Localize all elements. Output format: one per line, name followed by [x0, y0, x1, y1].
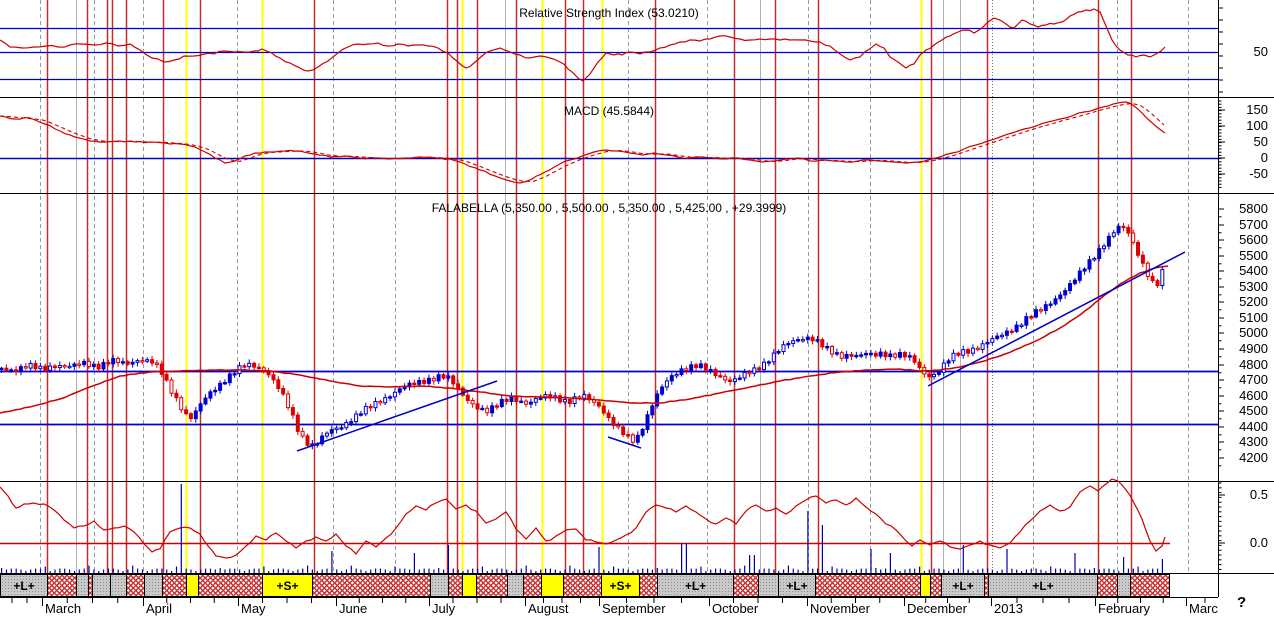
price-axis-label: 4200: [1239, 450, 1268, 465]
price-axis-label: 4300: [1239, 434, 1268, 449]
long-signal-segment: +L+: [778, 574, 816, 597]
month-label: June: [339, 601, 368, 616]
help-cursor-icon[interactable]: ?: [1237, 594, 1247, 611]
rsi-line: [0, 8, 1166, 82]
signal-label: +S+: [609, 578, 632, 593]
signal-segment: [92, 574, 111, 597]
price-axis-label: 5500: [1239, 248, 1268, 263]
moving-average-line: [0, 265, 1169, 414]
long-signal-segment: +L+: [657, 574, 734, 597]
price-axis-label: 5300: [1239, 279, 1268, 294]
signal-segment: [1117, 574, 1131, 597]
long-signal-segment: +L+: [988, 574, 1098, 597]
price-axis-label: 4600: [1239, 388, 1268, 403]
oscillator-axis-label: 0.5: [1249, 487, 1268, 502]
signal-segment: [144, 574, 163, 597]
month-label: August: [528, 601, 569, 616]
signal-segment: [126, 574, 145, 597]
price-axis-label: 5100: [1239, 310, 1268, 325]
macd-axis-label: -50: [1249, 166, 1268, 181]
volume-bars: [1, 484, 1163, 574]
price-axis-label: 4500: [1239, 403, 1268, 418]
signal-segment: [47, 574, 77, 597]
signal-label: +L+: [952, 578, 974, 593]
price-axis-label: 5800: [1239, 201, 1268, 216]
month-label: December: [907, 601, 967, 616]
signal-label: +L+: [684, 578, 707, 593]
signal-segment: [733, 574, 759, 597]
oscillator-axis-label: 0.0: [1249, 535, 1268, 550]
signal-segment: [448, 574, 463, 597]
month-label: November: [810, 601, 870, 616]
macd-axis-label: 150: [1246, 102, 1268, 117]
signal-segment: [110, 574, 127, 597]
signal-segment: [563, 574, 602, 597]
macd-lines: [0, 101, 1166, 184]
price-axis-label: 4900: [1239, 341, 1268, 356]
month-label: September: [602, 601, 666, 616]
price-axis-label: 5700: [1239, 217, 1268, 232]
short-signal-segment: +S+: [262, 574, 313, 597]
long-signal-segment: +L+: [0, 574, 48, 597]
signal-label: +L+: [1032, 578, 1054, 593]
vertical-gridlines: [40, 0, 1189, 573]
oscillator-line: [0, 478, 1166, 559]
signal-segment: [541, 574, 564, 597]
signal-segment: [815, 574, 921, 597]
price-panel-title: FALABELLA (5,350.00 , 5,500.00 , 5,350.0…: [431, 201, 787, 215]
price-axis-label: 5600: [1239, 232, 1268, 247]
candlesticks: [0, 222, 1165, 450]
month-label: July: [432, 601, 456, 616]
month-label: February: [1098, 601, 1151, 616]
month-label: Marc: [1189, 601, 1218, 616]
price-axis-label: 4800: [1239, 357, 1268, 372]
short-signal-segment: +S+: [601, 574, 640, 597]
trendlines[interactable]: [296, 251, 1186, 452]
signal-segment: [198, 574, 263, 597]
month-label: March: [45, 601, 82, 616]
signal-segment: [476, 574, 508, 597]
month-label: October: [712, 601, 759, 616]
signal-segment: [430, 574, 449, 597]
macd-axis-label: 0: [1260, 150, 1268, 165]
price-axis-label: 5200: [1239, 294, 1268, 309]
signal-label: +L+: [13, 578, 35, 593]
month-label: April: [146, 601, 173, 616]
signal-segment: [1097, 574, 1118, 597]
signal-label: +L+: [786, 578, 808, 593]
right-axis: [1218, 0, 1225, 597]
signal-segment: [523, 574, 542, 597]
macd-axis-label: 100: [1246, 118, 1268, 133]
macd-panel-title: MACD (45.5844): [563, 104, 655, 118]
signal-segment: [758, 574, 779, 597]
month-label: 2013: [994, 601, 1023, 616]
time-axis: [0, 597, 1218, 606]
signal-segment: [639, 574, 658, 597]
signal-label: +S+: [276, 578, 299, 593]
macd-axis-label: 50: [1253, 134, 1268, 149]
long-signal-segment: +L+: [941, 574, 985, 597]
signal-segment: [507, 574, 524, 597]
rsi-panel-title: Relative Strength Index (53.0210): [519, 6, 699, 20]
rsi-axis-label: 50: [1253, 44, 1268, 59]
price-axis-label: 4400: [1239, 419, 1268, 434]
price-axis-label: 4700: [1239, 372, 1268, 387]
signal-segment: [162, 574, 187, 597]
price-axis-label: 5000: [1239, 325, 1268, 340]
signal-segment: [1130, 574, 1170, 597]
month-label: May: [241, 601, 266, 616]
panel-borders: [0, 97, 1274, 574]
signal-segment: [462, 574, 477, 597]
price-axis-label: 5400: [1239, 263, 1268, 278]
signal-segment: [312, 574, 431, 597]
